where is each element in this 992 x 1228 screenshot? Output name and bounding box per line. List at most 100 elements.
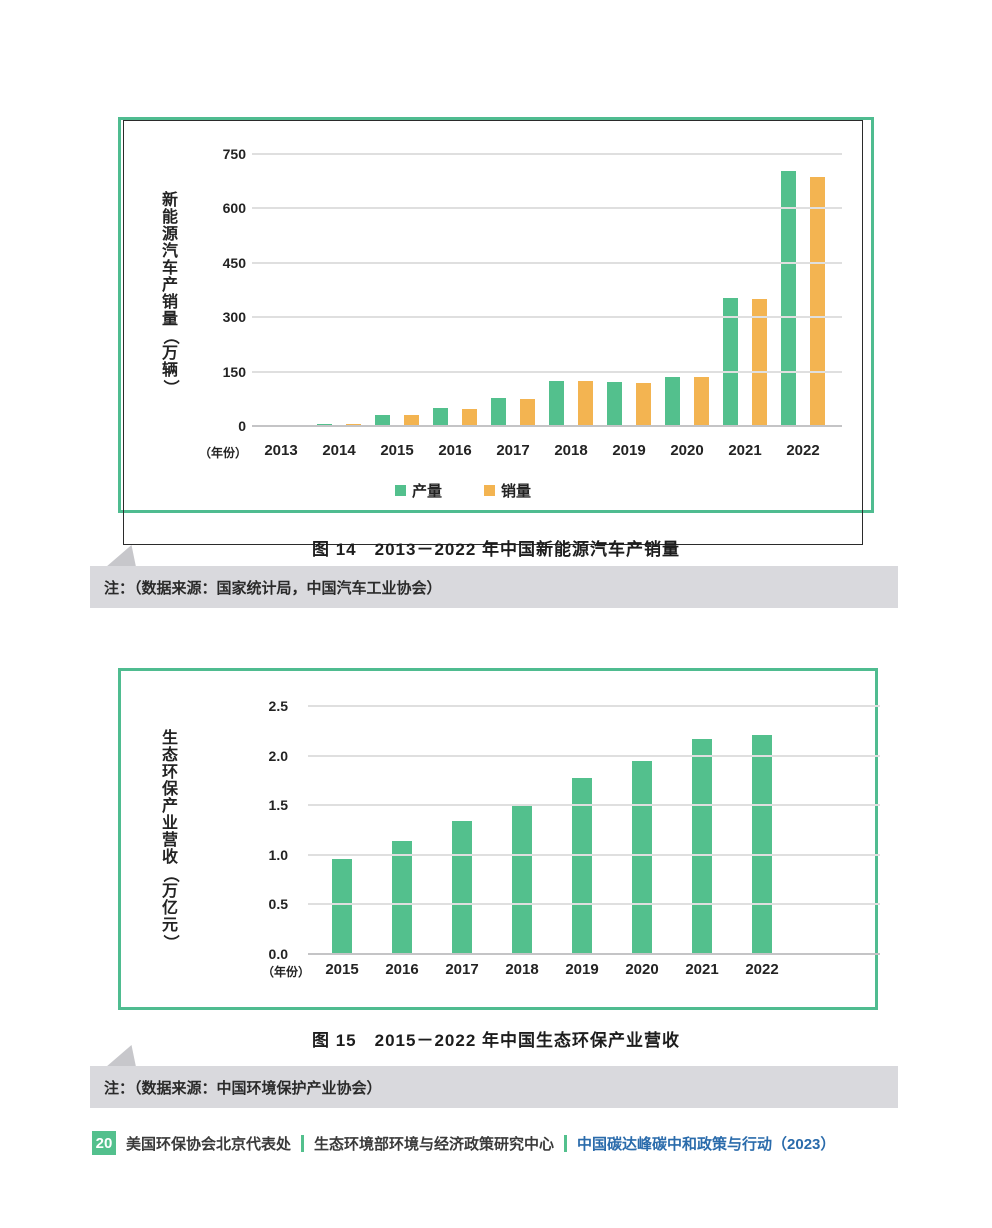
y-axis-title-char: 保 xyxy=(161,781,178,798)
bar-group-2022 xyxy=(732,707,792,955)
y-axis-title-char: 产 xyxy=(161,798,178,815)
x-tick-label-2019: 2019 xyxy=(612,442,646,459)
bar-销量-2021 xyxy=(752,299,767,427)
gridline xyxy=(252,425,842,427)
y-axis-title-char: 能 xyxy=(161,209,178,226)
gridline xyxy=(308,804,880,807)
y-axis-title-char: ） xyxy=(161,379,179,396)
chart2-y-tick-labels: 0.0 0.5 1.0 1.5 2.0 2.5 xyxy=(246,698,288,962)
figure-14-note-bar: 注：（数据来源：国家统计局，中国汽车工业协会） xyxy=(90,566,898,608)
gridline xyxy=(308,705,880,707)
bar-产量-2018 xyxy=(549,381,564,427)
y-axis-title-char: 态 xyxy=(161,747,178,764)
y-axis-title-char: 业 xyxy=(161,815,178,832)
bar-2015 xyxy=(332,859,352,955)
bar-group-2022 xyxy=(774,155,832,427)
legend-label: 销量 xyxy=(501,483,532,500)
chart1-legend: 产量 销量 xyxy=(395,480,531,501)
bar-产量-2016 xyxy=(433,408,448,427)
y-axis-title-char: 源 xyxy=(161,226,178,243)
x-tick-label-2020: 2020 xyxy=(625,961,659,978)
bar-销量-2018 xyxy=(578,381,593,427)
gridline xyxy=(252,153,842,155)
y-tick-label: 150 xyxy=(222,363,246,380)
y-axis-title-char: （ xyxy=(161,866,179,883)
y-tick-label: 2.0 xyxy=(268,747,288,764)
y-tick-label: 300 xyxy=(222,309,246,326)
chart2-y-axis-title: 生态环保产业营收（万亿元） xyxy=(160,730,180,951)
bar-group-2016 xyxy=(426,155,484,427)
chart2-x-tick-labels: 2015 2016 2017 2018 2019 2020 2021 2022 xyxy=(312,961,792,978)
y-axis-title-char: 辆 xyxy=(161,362,178,379)
gridline xyxy=(252,261,842,264)
bar-产量-2020 xyxy=(665,377,680,427)
x-tick-label-2015: 2015 xyxy=(325,961,359,978)
chart1-plot-area xyxy=(252,153,842,427)
bar-2017 xyxy=(452,821,472,955)
figure-15-note-text: 注：（数据来源：中国环境保护产业协会） xyxy=(104,1079,382,1097)
x-tick-label-2018: 2018 xyxy=(505,961,539,978)
x-tick-label-2015: 2015 xyxy=(380,442,414,459)
chart1-y-tick-labels: 0 150 300 450 600 750 xyxy=(204,146,246,434)
bar-group-2020 xyxy=(612,707,672,955)
x-tick-label-2022: 2022 xyxy=(745,961,779,978)
footer-separator xyxy=(301,1134,305,1152)
x-tick-label-2021: 2021 xyxy=(728,442,762,459)
gridline xyxy=(308,853,880,856)
legend-item-产量: 产量 xyxy=(395,480,442,501)
y-axis-title-char: 生 xyxy=(161,730,178,747)
gridline xyxy=(252,370,842,373)
bar-group-2021 xyxy=(672,707,732,955)
bar-group-2015 xyxy=(368,155,426,427)
x-tick-label-2016: 2016 xyxy=(385,961,419,978)
bar-产量-2017 xyxy=(491,398,506,427)
gridline xyxy=(308,903,880,906)
bar-2018 xyxy=(512,806,532,955)
x-tick-label-2014: 2014 xyxy=(322,442,356,459)
page-footer: 20 美国环保协会北京代表处 生态环境部环境与经济政策研究中心 中国碳达峰碳中和… xyxy=(92,1130,835,1156)
chart1-x-axis-unit: （年份） xyxy=(199,446,248,460)
y-tick-label: 1.5 xyxy=(268,797,288,814)
bar-group-2019 xyxy=(600,155,658,427)
chart2-plot-area xyxy=(308,705,880,955)
y-axis-title-char: （ xyxy=(161,328,179,345)
x-tick-label-2021: 2021 xyxy=(685,961,719,978)
legend-label: 产量 xyxy=(412,483,443,500)
bar-产量-2019 xyxy=(607,382,622,427)
bar-group-2016 xyxy=(372,707,432,955)
y-axis-title-char: 亿 xyxy=(161,900,178,917)
bar-销量-2015 xyxy=(404,415,419,427)
y-axis-title-char: 元 xyxy=(161,917,178,934)
bar-group-2020 xyxy=(658,155,716,427)
y-tick-label: 600 xyxy=(222,200,246,217)
figure-15-note-bar: 注：（数据来源：中国环境保护产业协会） xyxy=(90,1066,898,1108)
figure-15-caption: 图 15 2015－2022 年中国生态环保产业营收 xyxy=(312,1031,680,1050)
bar-group-2013 xyxy=(252,155,310,427)
figure-14-green-frame xyxy=(118,117,874,513)
x-tick-label-2019: 2019 xyxy=(565,961,599,978)
y-axis-title-char: 车 xyxy=(161,260,178,277)
y-axis-title-char: 汽 xyxy=(161,243,178,260)
footer-separator xyxy=(564,1134,568,1152)
bar-group-2018 xyxy=(492,707,552,955)
bar-group-2014 xyxy=(310,155,368,427)
gridline xyxy=(308,754,880,757)
gridline xyxy=(252,207,842,210)
legend-item-销量: 销量 xyxy=(484,480,531,501)
bar-产量-2021 xyxy=(723,298,738,427)
bar-销量-2022 xyxy=(810,177,825,427)
bar-group-2015 xyxy=(312,707,372,955)
x-tick-label-2018: 2018 xyxy=(554,442,588,459)
figure-14-note-text: 注：（数据来源：国家统计局，中国汽车工业协会） xyxy=(104,579,442,597)
gridline xyxy=(308,953,880,955)
bar-group-2018 xyxy=(542,155,600,427)
bar-2020 xyxy=(632,761,652,955)
figure-14-black-frame xyxy=(123,120,863,545)
bar-2022 xyxy=(752,735,772,955)
x-tick-label-2013: 2013 xyxy=(264,442,298,459)
y-tick-label: 1.0 xyxy=(268,846,288,863)
y-tick-label: 0 xyxy=(238,418,246,434)
y-axis-title-char: 产 xyxy=(161,277,178,294)
y-tick-label: 750 xyxy=(222,146,246,162)
footer-org-2: 生态环境部环境与经济政策研究中心 xyxy=(314,1135,555,1153)
